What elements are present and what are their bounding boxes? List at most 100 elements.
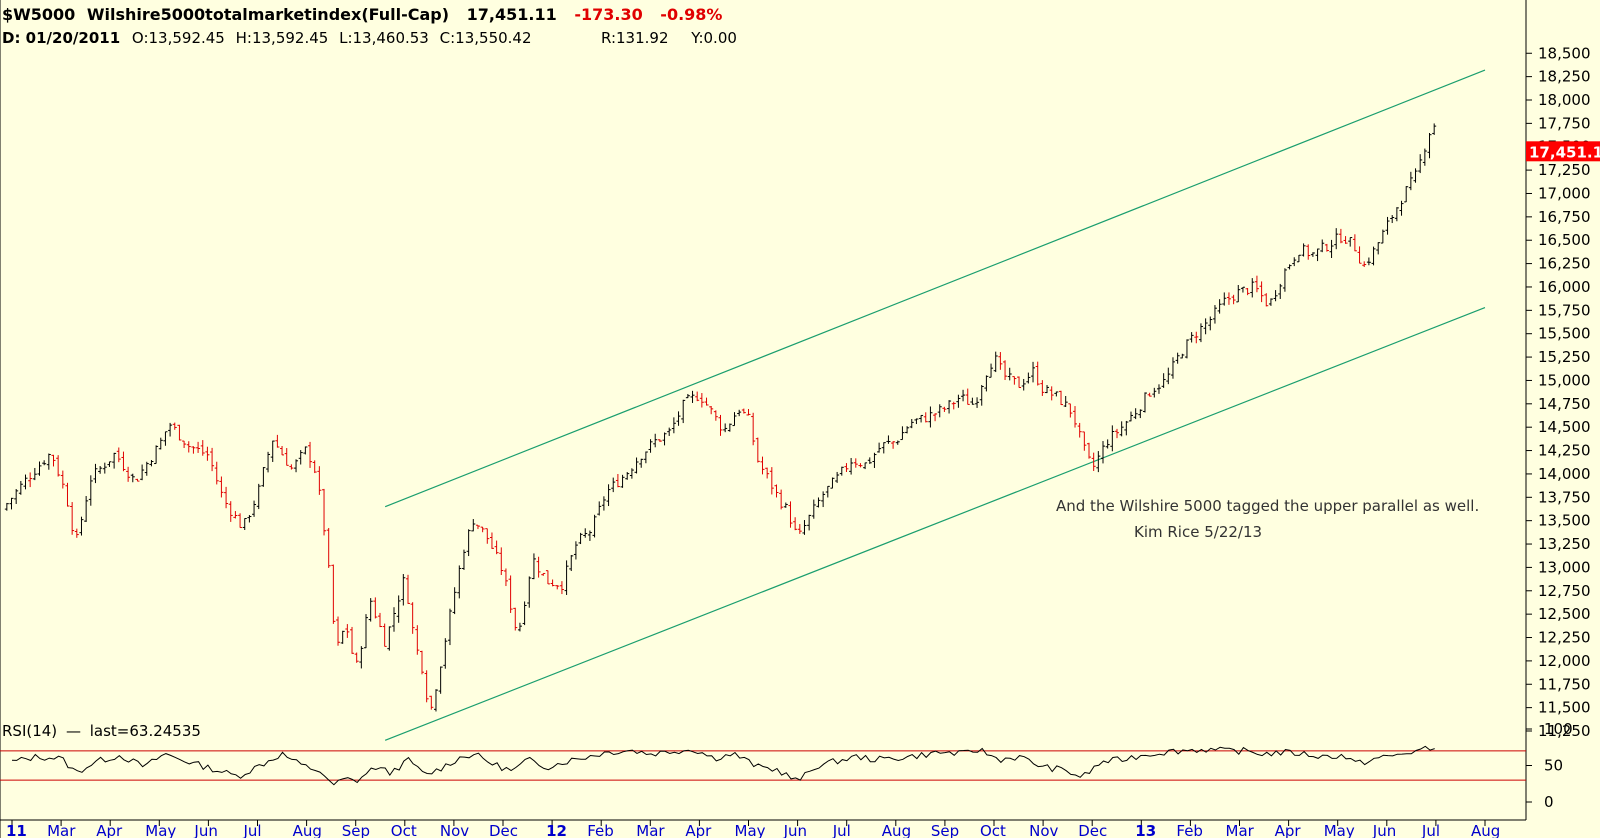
price-bar (559, 581, 564, 595)
price-bar (28, 472, 33, 488)
price-bar (312, 460, 317, 474)
price-bar (1114, 428, 1119, 439)
price-tick-label: 14,250 (1538, 442, 1591, 460)
price-bar (1212, 305, 1217, 324)
price-bar (60, 470, 65, 489)
price-bar (928, 406, 933, 428)
price-bar (583, 528, 588, 538)
month-tick-label: Mar (47, 822, 76, 838)
month-tick-label: May (1324, 822, 1355, 838)
price-bar (233, 511, 238, 519)
price-bar (564, 560, 569, 595)
price-bar (923, 412, 928, 423)
price-bar (1142, 392, 1147, 413)
month-tick-label: Jul (1421, 822, 1440, 838)
price-bar (98, 466, 103, 474)
r-readout: R:131.92 (601, 29, 669, 47)
price-bar (182, 440, 187, 449)
price-bar (629, 468, 634, 479)
price-bar (1007, 367, 1012, 381)
price-bar (466, 529, 471, 557)
price-bar (541, 572, 546, 576)
rsi-bands (0, 750, 1526, 781)
price-bar (1128, 411, 1133, 422)
price-bar (849, 457, 854, 475)
price-bar (611, 477, 616, 493)
price-bar (1320, 239, 1325, 253)
price-bar (690, 390, 695, 403)
price-bar (42, 460, 47, 466)
price-bar (867, 457, 872, 464)
price-bar (1217, 299, 1222, 314)
price-bar (308, 441, 313, 468)
price-bar (998, 352, 1003, 370)
price-bar (835, 471, 840, 483)
price-bar (825, 485, 830, 498)
price-bar (704, 397, 709, 406)
price-bar (1101, 441, 1106, 464)
price-bar (140, 464, 145, 481)
price-bar (839, 466, 844, 476)
price-bar (961, 389, 966, 402)
price-bar (709, 405, 714, 415)
price-bar (620, 474, 625, 488)
rsi-label: RSI(14) — last=63.24535 (2, 722, 201, 740)
price-bar (760, 456, 765, 475)
last-price-marker: 17,451.11 (1526, 141, 1600, 162)
price-bar (1343, 236, 1348, 244)
price-bar (336, 616, 341, 646)
price-bar (741, 408, 746, 414)
price-bar (895, 440, 900, 445)
price-bar (937, 404, 942, 418)
month-tick-label: May (145, 822, 176, 838)
month-tick-label: Feb (587, 822, 614, 838)
price-bar (429, 695, 434, 710)
price-tick-label: 15,750 (1538, 301, 1591, 319)
price-tick-label: 13,000 (1538, 558, 1591, 576)
price-bar (914, 418, 919, 425)
price-bar (1222, 292, 1227, 306)
price-bar (765, 467, 770, 479)
price-bar (1394, 207, 1399, 222)
price-bar (606, 484, 611, 507)
price-tick-label: 16,750 (1538, 208, 1591, 226)
price-bar (1170, 357, 1175, 379)
price-bar (1376, 242, 1381, 255)
price-tick-label: 12,500 (1538, 605, 1591, 623)
price-bar (480, 526, 485, 533)
price-bar (79, 516, 84, 536)
month-tick-label: 12 (546, 822, 567, 838)
price-bar (210, 447, 215, 472)
price-bar (256, 483, 261, 510)
lower-channel-line (384, 306, 1486, 741)
price-bar (266, 451, 271, 473)
price-bar (1292, 257, 1297, 267)
price-bar (154, 445, 159, 465)
price-bar (37, 461, 42, 476)
price-bar (942, 406, 947, 412)
rsi-tick-label: 50 (1544, 757, 1563, 775)
chart-title: $W5000 Wilshire5000totalmarketindex(Full… (2, 5, 722, 24)
price-bar (499, 547, 504, 576)
price-bar (177, 424, 182, 441)
price-bar (905, 426, 910, 434)
price-axis: 11,250 11,500 11,750 12,000 12,250 12,500 12,7… (1526, 44, 1591, 740)
price-bar (1003, 360, 1008, 381)
month-tick-label: Sep (342, 822, 370, 838)
price-tick-label: 17,250 (1538, 161, 1591, 179)
price-bar (247, 515, 252, 523)
price-tick-label: 12,750 (1538, 582, 1591, 600)
month-tick-label: 11 (6, 822, 27, 838)
price-bar (1352, 234, 1357, 252)
month-tick-label: Nov (1029, 822, 1058, 838)
price-bar (135, 478, 140, 482)
price-bar (863, 462, 868, 470)
price-bar (172, 422, 177, 430)
price-bar (270, 440, 275, 462)
price-bar (979, 384, 984, 406)
price-bar (793, 517, 798, 531)
rsi-last-label: last=63.24535 (90, 722, 201, 740)
price-bar (732, 412, 737, 427)
price-bar (485, 528, 490, 544)
